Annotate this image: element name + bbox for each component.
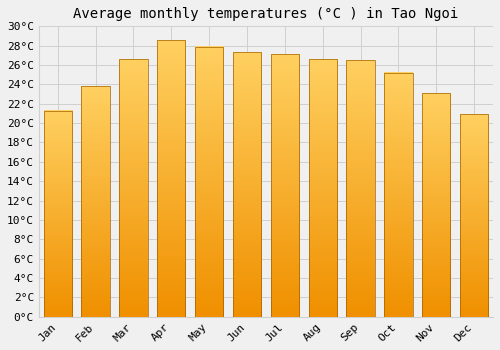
- Bar: [460, 114, 488, 317]
- Bar: [82, 86, 110, 317]
- Bar: [44, 111, 72, 317]
- Bar: [422, 93, 450, 317]
- Bar: [119, 59, 148, 317]
- Bar: [308, 59, 337, 317]
- Bar: [346, 60, 375, 317]
- Title: Average monthly temperatures (°C ) in Tao Ngoi: Average monthly temperatures (°C ) in Ta…: [74, 7, 458, 21]
- Bar: [195, 47, 224, 317]
- Bar: [233, 52, 261, 317]
- Bar: [157, 40, 186, 317]
- Bar: [270, 54, 299, 317]
- Bar: [384, 73, 412, 317]
